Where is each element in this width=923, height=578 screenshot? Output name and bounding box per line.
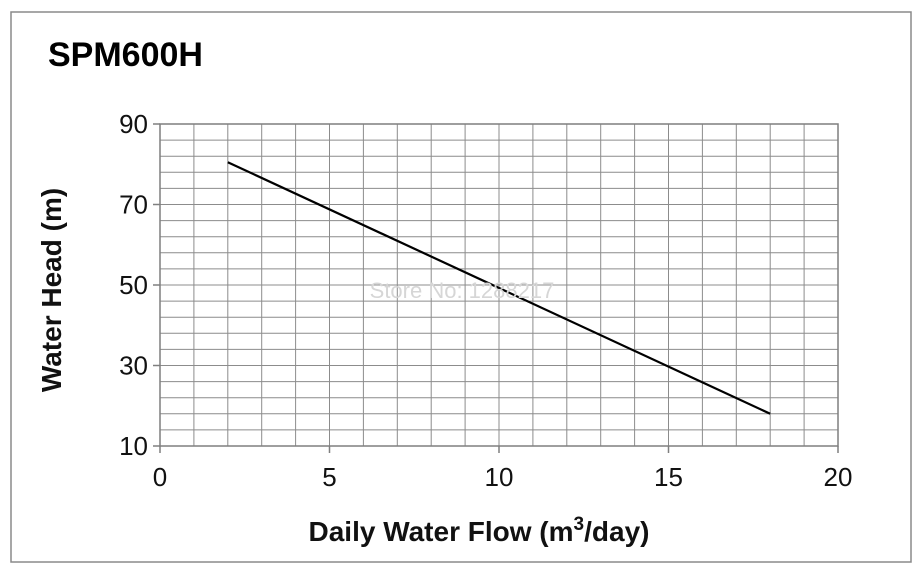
x-axis-label-main: Daily Water Flow (m	[309, 516, 574, 547]
axes	[153, 123, 839, 453]
y-tick-label: 70	[119, 190, 148, 220]
x-axis-label: Daily Water Flow (m3/day)	[309, 514, 650, 547]
watermark-text: Store No: 1288217	[370, 278, 555, 303]
tick-labels: 0 5 10 15 20 10 30 50 70 90	[119, 109, 852, 492]
series-line	[227, 161, 771, 415]
x-axis-label-end: /day)	[584, 516, 649, 547]
x-tick-label: 5	[322, 462, 336, 492]
x-axis-label-sup: 3	[574, 514, 585, 535]
x-tick-label: 0	[153, 462, 167, 492]
y-tick-label: 10	[119, 431, 148, 461]
y-axis-label: Water Head (m)	[36, 188, 67, 392]
x-tick-label: 20	[824, 462, 853, 492]
outer-border	[10, 11, 912, 563]
y-tick-label: 90	[119, 109, 148, 139]
chart-title: SPM600H	[48, 36, 203, 74]
x-tick-label: 10	[485, 462, 514, 492]
series	[227, 161, 771, 415]
y-tick-label: 30	[119, 351, 148, 381]
x-tick-label: 15	[654, 462, 683, 492]
y-tick-label: 50	[119, 270, 148, 300]
